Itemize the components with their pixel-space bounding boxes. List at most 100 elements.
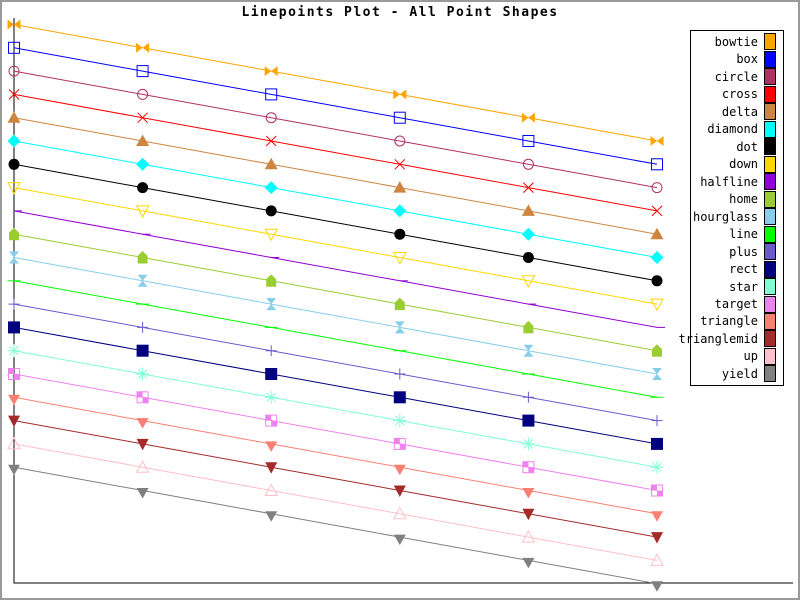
star-marker: [521, 437, 535, 451]
legend-label: up: [743, 349, 758, 364]
legend-item-trianglemid: trianglemid: [679, 330, 783, 348]
legend-label: rect: [729, 262, 758, 277]
series-line: [13, 257, 658, 375]
series-line: [13, 303, 658, 422]
diamond-marker: [393, 204, 407, 218]
target-marker: [522, 461, 535, 474]
legend-swatch: [764, 190, 776, 208]
rect-marker: [522, 414, 535, 427]
down-marker: [7, 182, 21, 195]
legend-label: home: [729, 192, 758, 207]
star-marker: [136, 367, 150, 381]
down-marker: [392, 252, 407, 265]
target-marker-quadrant: [528, 467, 534, 473]
series-line: [13, 210, 658, 328]
down-marker: [264, 228, 279, 242]
delta-marker: [393, 181, 407, 193]
legend-label: line: [729, 227, 758, 242]
target-marker: [136, 391, 149, 404]
series-delta: [7, 111, 664, 240]
plus-marker: [8, 298, 20, 310]
legend-item-hourglass: hourglass: [691, 208, 783, 226]
series-yield: [8, 464, 663, 592]
series-down: [7, 182, 664, 312]
legend-swatch: [764, 225, 776, 243]
delta-marker: [264, 157, 278, 170]
diamond-marker: [264, 181, 278, 195]
box-marker: [393, 111, 406, 124]
legend-label: cross: [721, 87, 758, 102]
plus-marker: [137, 321, 149, 333]
legend-item-diamond: diamond: [691, 120, 783, 138]
rect-marker: [393, 391, 406, 404]
legend-swatch: [764, 295, 776, 313]
legend-swatch: [764, 365, 776, 383]
legend-label: trianglemid: [678, 331, 758, 346]
legend-item-down: down: [691, 155, 783, 173]
rect-marker: [651, 437, 663, 450]
yield-marker: [651, 581, 663, 592]
legend-item-cross: cross: [691, 85, 783, 103]
legend-swatch: [764, 312, 776, 330]
legend-label: box: [736, 52, 758, 67]
legend-label: star: [729, 279, 758, 294]
plus-marker: [394, 368, 406, 380]
legend-item-plus: plus: [691, 243, 783, 261]
series-line: [13, 373, 658, 491]
target-marker-quadrant: [657, 490, 663, 496]
box-marker: [265, 88, 278, 101]
legend-item-target: target: [691, 295, 783, 313]
circle-marker: [137, 88, 149, 100]
series-line: [13, 187, 658, 305]
series-line: [13, 24, 658, 142]
trianglemid-marker: [136, 438, 149, 451]
home-marker: [652, 344, 662, 357]
dot-marker: [651, 275, 663, 287]
series-line: [13, 326, 658, 445]
box-marker: [522, 135, 535, 147]
hourglass-marker: [9, 251, 19, 264]
series-triangle: [8, 394, 663, 522]
up-marker: [392, 506, 407, 520]
legend-swatch: [764, 85, 776, 103]
up-marker: [7, 436, 21, 450]
bowtie-marker: [393, 89, 407, 100]
target-marker-quadrant: [522, 461, 529, 468]
bowtie-marker: [650, 136, 664, 146]
target-marker-quadrant: [394, 438, 400, 444]
trianglemid-marker: [265, 462, 278, 474]
plus-marker: [522, 391, 534, 403]
series-line: [13, 70, 658, 189]
yield-marker: [393, 534, 406, 546]
target-marker-quadrant: [14, 374, 20, 380]
circle-marker: [265, 112, 277, 124]
legend-item-delta: delta: [691, 103, 783, 121]
legend-label: plus: [729, 244, 758, 259]
dot-marker: [522, 252, 534, 263]
diamond-marker: [650, 251, 664, 264]
down-marker: [135, 205, 150, 218]
legend-item-yield: yield: [691, 365, 783, 383]
legend-swatch: [764, 33, 776, 51]
home-marker: [394, 297, 405, 311]
series-line: [13, 47, 658, 165]
target-marker-quadrant: [137, 391, 143, 398]
series-hourglass: [9, 251, 662, 380]
legend-item-halfline: halfline: [691, 173, 783, 191]
target-marker: [265, 414, 278, 427]
up-marker: [264, 483, 279, 496]
box-marker: [8, 41, 20, 54]
dot-marker: [265, 205, 277, 217]
cross-marker: [394, 158, 406, 170]
series-line: [13, 466, 658, 585]
triangle-marker: [522, 488, 535, 499]
series-box: [8, 41, 663, 171]
series-line: [13, 233, 658, 352]
legend-label: delta: [721, 104, 758, 119]
circle-marker: [651, 182, 663, 194]
legend-label: yield: [721, 366, 758, 381]
legend-item-bowtie: bowtie: [691, 33, 783, 51]
home-marker: [9, 227, 19, 241]
